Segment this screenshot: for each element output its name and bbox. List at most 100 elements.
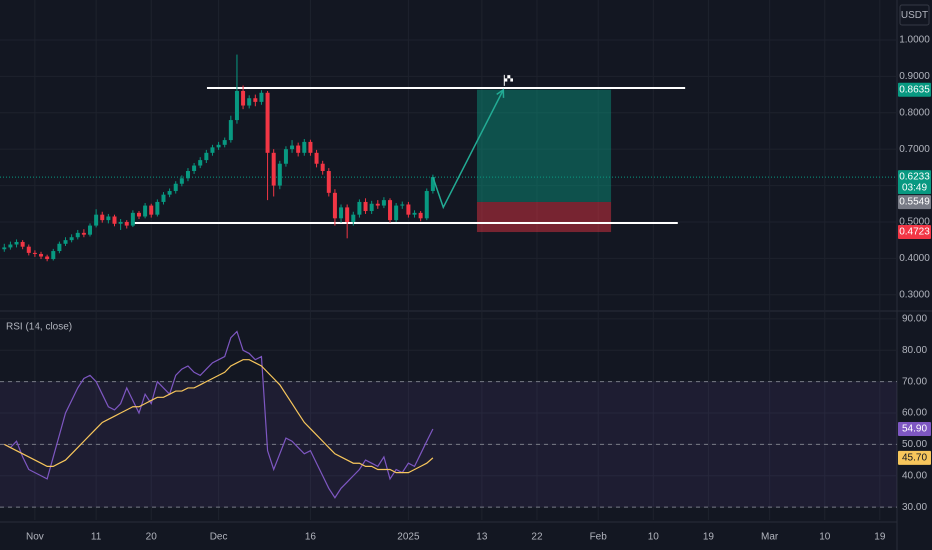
candle-body: [381, 200, 386, 206]
candle-body: [81, 232, 86, 235]
x-tick-label: 20: [146, 532, 158, 543]
last-price-box: [898, 170, 931, 195]
candle-body: [167, 191, 172, 195]
candle-body: [308, 141, 313, 153]
candle-body: [136, 212, 141, 217]
candle-body: [277, 163, 282, 186]
candle-body: [388, 200, 393, 221]
y-tick-label: 0.3000: [899, 289, 930, 300]
x-tick-label: Mar: [761, 532, 779, 543]
candle-body: [198, 160, 203, 166]
rsi-line: [4, 359, 434, 474]
y-tick-label: 40.00: [902, 470, 927, 481]
y-tick-label: 0.9000: [899, 71, 930, 82]
candle-body: [185, 171, 190, 179]
candle-body: [326, 171, 331, 193]
candle-body: [234, 90, 239, 121]
rsi-value-label: 45.70: [902, 453, 927, 464]
candle-body: [20, 241, 25, 247]
rsi-value-box: [898, 450, 931, 465]
candle-body: [296, 145, 301, 153]
candle-body: [241, 90, 246, 106]
entry-label-box: [898, 195, 931, 210]
rsi-value-box: [898, 422, 931, 437]
candle-body: [14, 241, 19, 245]
candle-body: [75, 232, 80, 238]
y-tick-label: 70.00: [902, 376, 927, 387]
candle-body: [283, 149, 288, 164]
candle-body: [32, 252, 37, 254]
x-tick-label: 10: [648, 532, 660, 543]
y-tick-label: 30.00: [902, 502, 927, 513]
candle-body: [351, 214, 356, 222]
unit-label: USDT: [901, 10, 928, 21]
candle-body: [124, 221, 129, 226]
candle-body: [173, 183, 178, 192]
candle-body: [302, 141, 307, 153]
candle-body: [320, 163, 325, 172]
y-tick-label: 50.00: [902, 439, 927, 450]
y-tick-label: 0.5000: [899, 217, 930, 228]
candle-body: [394, 205, 399, 221]
candle-body: [265, 92, 270, 153]
target-label: 0.8635: [899, 84, 930, 95]
unit-box[interactable]: [899, 4, 930, 26]
candle-body: [69, 237, 74, 241]
x-tick-label: 2025: [397, 532, 420, 543]
x-tick-label: 11: [91, 532, 102, 543]
x-tick-label: Nov: [26, 532, 44, 543]
candle-body: [57, 243, 62, 252]
x-tick-label: Feb: [590, 532, 608, 543]
candle-body: [412, 212, 417, 215]
candle-body: [155, 201, 160, 215]
x-tick-label: 22: [531, 532, 543, 543]
candle-body: [424, 191, 429, 219]
candle-body: [179, 178, 184, 184]
candle-body: [228, 120, 233, 141]
x-tick-label: 19: [703, 532, 715, 543]
flag-icon: [503, 74, 514, 86]
candle-body: [2, 247, 7, 250]
candle-body: [26, 246, 31, 253]
flag-checks: [504, 74, 514, 82]
candle-body: [290, 145, 295, 150]
entry-label: 0.5549: [899, 197, 930, 208]
stop-label-box: [898, 225, 931, 240]
y-tick-label: 80.00: [902, 345, 927, 356]
candle-body: [88, 225, 93, 235]
candle-body: [106, 216, 111, 221]
y-tick-label: 0.4000: [899, 253, 930, 264]
candle-body: [259, 92, 264, 102]
candle-body: [375, 203, 380, 206]
candle-body: [339, 207, 344, 219]
candle-body: [112, 216, 117, 224]
candle-body: [39, 253, 44, 257]
candle-body: [271, 152, 276, 186]
stop-label: 0.4723: [899, 227, 930, 238]
position-loss: [476, 201, 612, 233]
candle-body: [63, 240, 68, 244]
candle-body: [216, 144, 221, 148]
x-tick-label: 16: [305, 532, 317, 543]
candle-body: [222, 140, 227, 145]
candle-body: [345, 207, 350, 222]
candle-body: [357, 201, 362, 215]
x-tick-label: 19: [874, 532, 886, 543]
candle-body: [149, 205, 154, 215]
y-tick-label: 0.8000: [899, 107, 930, 118]
position-profit: [476, 89, 612, 202]
y-tick-label: 90.00: [902, 314, 927, 325]
candle-body: [130, 212, 135, 226]
target-label-box: [898, 82, 931, 97]
arrow-head: [496, 88, 505, 98]
candle-body: [8, 244, 13, 248]
candle-body: [369, 203, 374, 212]
candle-body: [161, 194, 166, 202]
candle-body: [45, 256, 50, 260]
candle-body: [332, 192, 337, 219]
x-tick-label: 10: [819, 532, 831, 543]
last-price-label: 0.6233: [899, 172, 930, 183]
